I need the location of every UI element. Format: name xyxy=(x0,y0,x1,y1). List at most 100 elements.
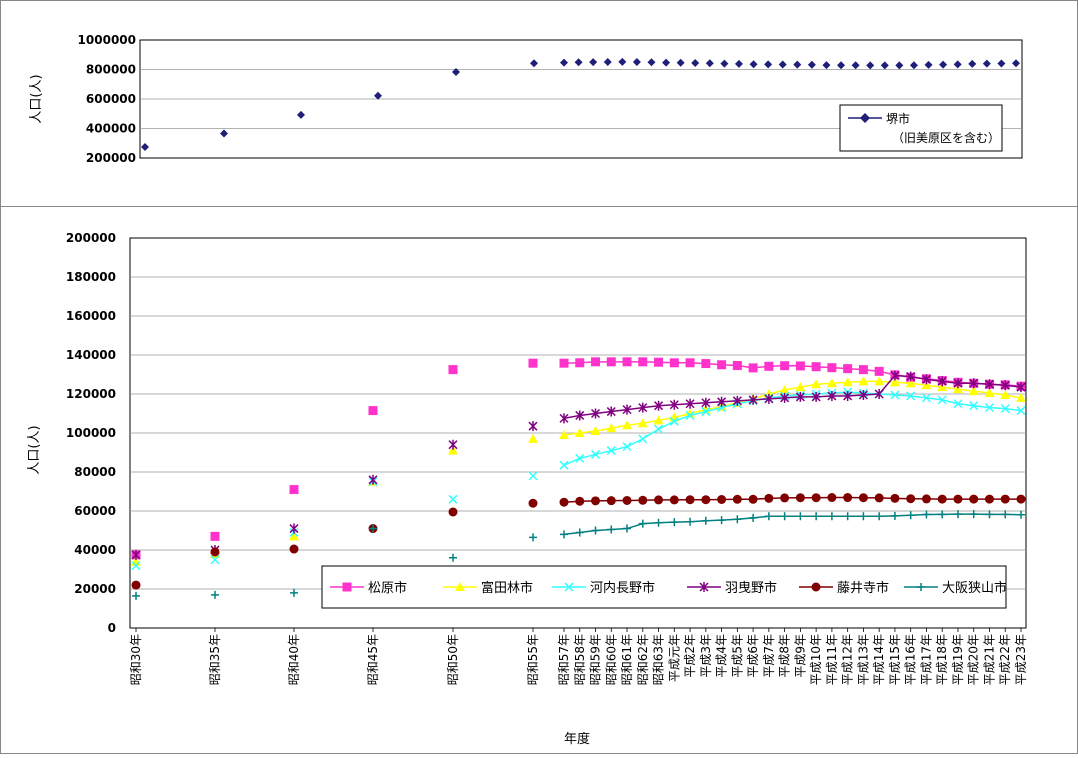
top-point xyxy=(603,57,612,66)
bottom-legend: 松原市 富田林市 河内長野市 羽曳野市 藤井寺市 大阪狭山市 xyxy=(321,565,1007,609)
top-point xyxy=(953,60,962,69)
series-point xyxy=(606,423,617,433)
series-point xyxy=(937,376,947,387)
series-point xyxy=(1000,404,1010,414)
series-point xyxy=(779,385,790,395)
top-point xyxy=(452,68,460,77)
bottom-x-tick-label: 昭和40年 xyxy=(287,634,301,685)
series-point xyxy=(449,553,457,562)
bottom-legend-box xyxy=(321,565,1007,609)
top-point xyxy=(220,129,228,138)
series-point xyxy=(669,399,679,410)
series-point xyxy=(842,377,853,387)
series-point xyxy=(132,591,140,600)
series-6 xyxy=(132,510,1025,600)
series-point xyxy=(889,377,900,387)
series-point xyxy=(685,410,695,420)
bottom-y-tick-label: 120000 xyxy=(66,387,116,401)
bottom-y-tick-label: 0 xyxy=(108,621,116,635)
top-series-points xyxy=(141,57,1020,151)
series-point xyxy=(528,471,538,481)
series-point xyxy=(748,494,758,504)
bottom-x-tick-label: 平成10年 xyxy=(809,634,823,685)
legend-label: 大阪狭山市 xyxy=(942,580,1007,596)
bottom-y-tick-label: 140000 xyxy=(66,348,116,362)
top-y-tick-labels: 200000 400000 600000 800000 1000000 xyxy=(78,33,136,165)
bottom-x-tick-label: 平成9年 xyxy=(793,634,807,678)
series-point xyxy=(717,360,727,370)
series-point xyxy=(969,401,979,411)
series-point xyxy=(653,415,664,425)
bottom-x-tick-label: 平成21年 xyxy=(982,634,996,685)
series-point xyxy=(780,493,790,503)
series-point xyxy=(969,494,979,504)
legend-label: 松原市 xyxy=(368,580,407,596)
top-point xyxy=(880,61,889,70)
series-point xyxy=(1000,494,1010,504)
top-point xyxy=(997,59,1006,68)
top-point xyxy=(297,110,305,119)
top-y-tick-label: 400000 xyxy=(86,122,136,136)
series-point xyxy=(289,544,299,554)
top-point xyxy=(837,61,846,70)
series-point xyxy=(906,494,916,504)
series-point xyxy=(717,396,727,407)
bottom-x-tick-label: 平成8年 xyxy=(778,634,792,678)
top-point xyxy=(749,60,758,69)
bottom-x-tick-label: 平成12年 xyxy=(841,634,855,685)
top-point xyxy=(374,91,382,100)
series-point xyxy=(1001,510,1010,519)
series-point xyxy=(606,496,616,506)
series-point xyxy=(575,453,585,463)
series-point xyxy=(685,495,695,505)
top-y-tick-label: 1000000 xyxy=(78,33,136,47)
series-point xyxy=(858,365,868,375)
top-point xyxy=(705,59,714,68)
series-point xyxy=(669,358,679,368)
series-point xyxy=(528,433,538,443)
bottom-x-tick-label: 平成20年 xyxy=(967,634,981,685)
bottom-x-tick-label: 平成14年 xyxy=(872,634,886,685)
series-point xyxy=(812,512,821,521)
top-point xyxy=(895,61,904,70)
series-point xyxy=(905,378,916,388)
bottom-y-tick-label: 100000 xyxy=(66,426,116,440)
series-point xyxy=(448,494,458,504)
series-point xyxy=(826,378,837,388)
series-point xyxy=(575,358,585,368)
bottom-y-tick-label: 20000 xyxy=(74,582,116,596)
series-point xyxy=(528,421,538,432)
series-point xyxy=(590,449,601,459)
series-point xyxy=(606,357,616,367)
series-point xyxy=(701,516,710,525)
bottom-y-tick-label: 180000 xyxy=(66,270,116,284)
series-point xyxy=(574,428,585,437)
series-point xyxy=(559,429,569,439)
legend-marker xyxy=(917,583,925,591)
series-point xyxy=(622,420,633,430)
series-point xyxy=(637,418,648,428)
series-point xyxy=(623,524,632,533)
series-point xyxy=(368,474,378,485)
series-point xyxy=(686,517,695,526)
series-point xyxy=(890,511,899,520)
bottom-x-tick-label: 平成5年 xyxy=(730,634,744,678)
series-point xyxy=(780,392,790,403)
bottom-x-tick-label: 平成11年 xyxy=(825,634,839,685)
series-point xyxy=(780,361,790,371)
series-point xyxy=(732,361,742,371)
bottom-x-tick-label: 昭和60年 xyxy=(604,634,618,685)
series-point xyxy=(732,494,742,504)
bottom-series xyxy=(131,357,1026,600)
series-point xyxy=(843,512,852,521)
bottom-y-tick-label: 60000 xyxy=(74,504,116,518)
top-point xyxy=(720,59,729,68)
series-point xyxy=(638,402,648,413)
series-point xyxy=(827,493,837,503)
series-point xyxy=(843,364,853,374)
series-point xyxy=(969,378,979,389)
bottom-x-tick-label: 昭和50年 xyxy=(446,634,460,685)
series-point xyxy=(211,590,219,599)
